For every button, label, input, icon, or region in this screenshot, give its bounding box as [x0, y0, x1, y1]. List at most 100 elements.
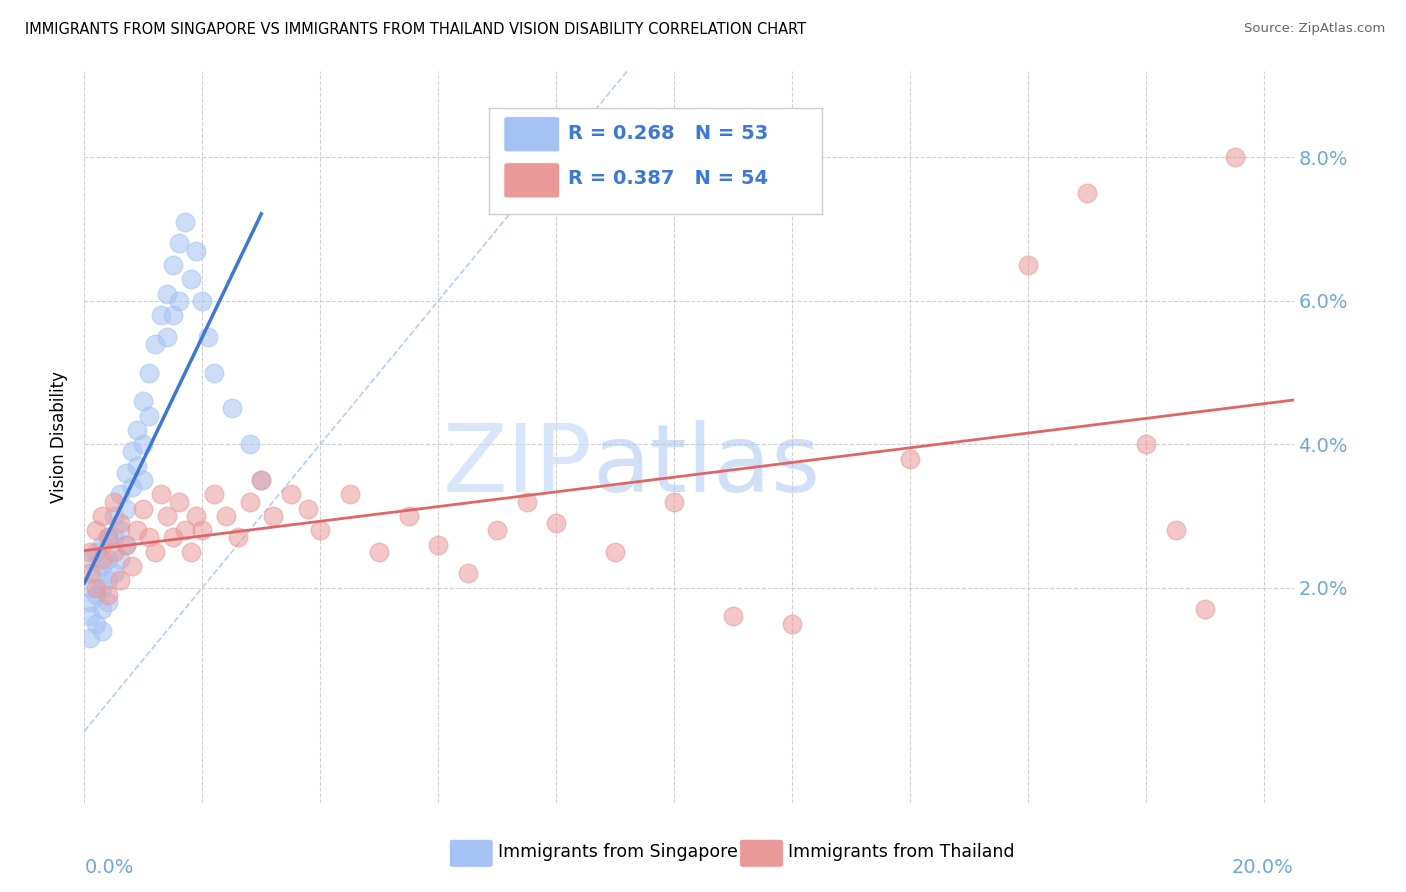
Point: [103, 494, 125, 508]
Point: [79, 631, 101, 645]
Point: [197, 329, 219, 343]
Point: [186, 244, 208, 258]
Point: [664, 494, 686, 508]
Point: [457, 566, 479, 581]
Point: [91, 581, 114, 595]
Text: R = 0.387   N = 54: R = 0.387 N = 54: [568, 169, 768, 188]
Point: [156, 508, 179, 523]
Point: [84, 588, 107, 602]
Point: [162, 258, 184, 272]
Point: [156, 329, 179, 343]
Point: [173, 215, 195, 229]
Point: [1194, 602, 1216, 616]
Point: [398, 508, 420, 523]
Point: [84, 581, 107, 595]
Point: [238, 494, 260, 508]
Point: [108, 552, 131, 566]
Point: [156, 286, 179, 301]
Point: [108, 574, 131, 588]
Point: [121, 444, 143, 458]
Point: [108, 524, 131, 538]
Point: [91, 508, 114, 523]
Point: [84, 524, 107, 538]
Point: [79, 566, 101, 581]
Point: [79, 595, 101, 609]
FancyBboxPatch shape: [503, 163, 560, 198]
Point: [132, 501, 155, 516]
Point: [108, 516, 131, 530]
Point: [339, 487, 361, 501]
Point: [132, 473, 155, 487]
Point: [132, 394, 155, 409]
Point: [138, 366, 160, 380]
Point: [215, 508, 238, 523]
Point: [91, 552, 114, 566]
Point: [202, 487, 225, 501]
Point: [79, 581, 101, 595]
Point: [427, 538, 450, 552]
Point: [238, 437, 260, 451]
Text: Immigrants from Thailand: Immigrants from Thailand: [789, 843, 1015, 861]
Point: [91, 624, 114, 638]
Point: [103, 545, 125, 559]
Point: [780, 616, 803, 631]
Text: ZIP: ZIP: [443, 420, 592, 512]
Text: R = 0.268   N = 53: R = 0.268 N = 53: [568, 124, 768, 143]
Y-axis label: Vision Disability: Vision Disability: [51, 371, 69, 503]
Point: [186, 508, 208, 523]
Point: [143, 336, 166, 351]
Text: Source: ZipAtlas.com: Source: ZipAtlas.com: [1244, 22, 1385, 36]
Point: [79, 609, 101, 624]
Point: [108, 487, 131, 501]
Point: [127, 423, 149, 437]
Point: [250, 473, 273, 487]
Point: [1017, 258, 1039, 272]
Point: [132, 437, 155, 451]
Point: [309, 524, 332, 538]
Point: [84, 545, 107, 559]
Point: [226, 531, 249, 545]
Point: [143, 545, 166, 559]
Text: Immigrants from Singapore: Immigrants from Singapore: [498, 843, 738, 861]
Point: [138, 409, 160, 423]
Point: [516, 494, 538, 508]
Point: [167, 494, 190, 508]
Point: [180, 272, 202, 286]
Point: [114, 466, 136, 480]
Point: [486, 524, 509, 538]
Point: [121, 480, 143, 494]
Point: [84, 566, 107, 581]
Point: [721, 609, 744, 624]
Point: [121, 559, 143, 574]
Point: [97, 531, 120, 545]
Point: [250, 473, 273, 487]
Point: [79, 552, 101, 566]
Point: [150, 487, 173, 501]
Point: [114, 538, 136, 552]
Point: [97, 531, 120, 545]
FancyBboxPatch shape: [503, 117, 560, 152]
Point: [605, 545, 627, 559]
Text: 0.0%: 0.0%: [84, 858, 134, 877]
Point: [221, 401, 243, 416]
Point: [150, 308, 173, 322]
Point: [97, 552, 120, 566]
Point: [138, 531, 160, 545]
Point: [91, 538, 114, 552]
Point: [1223, 150, 1246, 164]
Point: [91, 602, 114, 616]
Point: [97, 574, 120, 588]
Point: [162, 308, 184, 322]
Point: [173, 524, 195, 538]
Point: [127, 524, 149, 538]
Point: [898, 451, 921, 466]
Point: [114, 501, 136, 516]
Point: [103, 566, 125, 581]
Point: [180, 545, 202, 559]
Text: IMMIGRANTS FROM SINGAPORE VS IMMIGRANTS FROM THAILAND VISION DISABILITY CORRELAT: IMMIGRANTS FROM SINGAPORE VS IMMIGRANTS …: [25, 22, 807, 37]
Point: [262, 508, 284, 523]
FancyBboxPatch shape: [489, 108, 823, 214]
Point: [546, 516, 568, 530]
Point: [103, 508, 125, 523]
Point: [280, 487, 302, 501]
